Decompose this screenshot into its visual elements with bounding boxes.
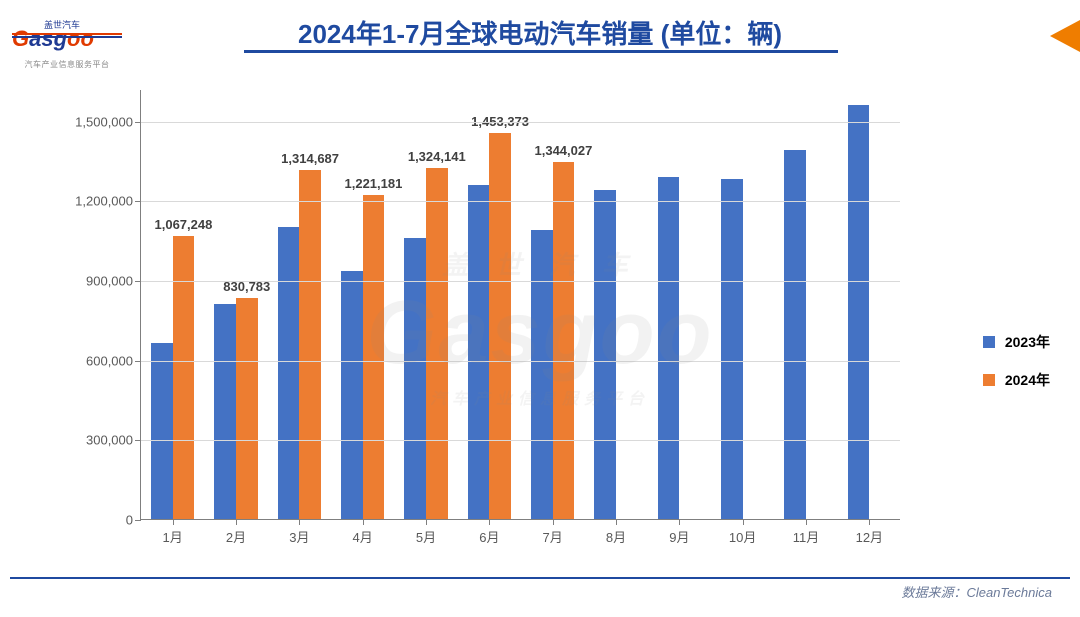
- data-label: 1,221,181: [345, 176, 403, 191]
- gridline: [141, 361, 900, 362]
- gridline: [141, 122, 900, 123]
- bar: [468, 185, 490, 519]
- bar: [404, 238, 426, 519]
- bar: [594, 190, 616, 519]
- legend-label: 2024年: [1005, 370, 1050, 390]
- slide: 盖世汽车 Gasgoo 汽车产业信息服务平台 2024年1-7月全球电动汽车销量…: [0, 0, 1080, 617]
- legend-label: 2023年: [1005, 332, 1050, 352]
- bar: 1,314,687: [299, 170, 321, 519]
- xtick-label: 5月: [416, 527, 436, 546]
- bars-layer: 1,067,248 830,783 1,314,687 1,221,181 1,324,…: [141, 90, 900, 519]
- xtick-label: 11月: [793, 527, 820, 546]
- legend-swatch: [983, 336, 995, 348]
- footer-divider: [10, 577, 1070, 579]
- bar: [848, 105, 870, 519]
- ytick-label: 300,000: [86, 433, 133, 448]
- bar: [151, 343, 173, 520]
- xtick-label: 2月: [226, 527, 246, 546]
- bar: [214, 304, 236, 519]
- legend-item: 2023年: [983, 332, 1050, 352]
- header: 盖世汽车 Gasgoo 汽车产业信息服务平台 2024年1-7月全球电动汽车销量…: [0, 0, 1080, 64]
- legend-swatch: [983, 374, 995, 386]
- xtick-label: 10月: [729, 527, 756, 546]
- bar: [784, 150, 806, 519]
- ytick-label: 600,000: [86, 353, 133, 368]
- legend: 2023年 2024年: [983, 332, 1050, 408]
- logo: 盖世汽车 Gasgoo 汽车产业信息服务平台: [12, 18, 122, 70]
- bar: [341, 271, 363, 519]
- gridline: [141, 440, 900, 441]
- bar: [658, 177, 680, 519]
- ytick-label: 1,500,000: [75, 114, 133, 129]
- corner-arrow-icon: [1050, 20, 1080, 52]
- data-label: 1,067,248: [155, 217, 213, 232]
- ytick-label: 1,200,000: [75, 194, 133, 209]
- data-label: 1,344,027: [535, 143, 593, 158]
- source-label: 数据来源：CleanTechnica: [901, 582, 1052, 601]
- xtick-label: 6月: [479, 527, 499, 546]
- bar: 1,453,373: [489, 133, 511, 519]
- ytick-label: 900,000: [86, 274, 133, 289]
- xtick-label: 1月: [163, 527, 183, 546]
- plot-area: 1,067,248 830,783 1,314,687 1,221,181 1,324,…: [140, 90, 900, 520]
- bar: [278, 227, 300, 519]
- gridline: [141, 281, 900, 282]
- bar: [721, 179, 743, 519]
- title-underline: [244, 50, 838, 53]
- xtick-label: 12月: [856, 527, 883, 546]
- xtick-label: 9月: [669, 527, 689, 546]
- data-label: 1,314,687: [281, 151, 339, 166]
- bar: 1,067,248: [173, 236, 195, 519]
- legend-item: 2024年: [983, 370, 1050, 390]
- bar: 1,324,141: [426, 168, 448, 519]
- data-label: 1,324,141: [408, 149, 466, 164]
- xtick-label: 7月: [543, 527, 563, 546]
- bar: 830,783: [236, 298, 258, 519]
- gridline: [141, 201, 900, 202]
- xtick-label: 4月: [353, 527, 373, 546]
- bar: 1,221,181: [363, 195, 385, 519]
- chart: 1,067,248 830,783 1,314,687 1,221,181 1,324,…: [0, 72, 1080, 562]
- logo-subtitle: 汽车产业信息服务平台: [12, 59, 122, 70]
- bar: 1,344,027: [553, 162, 575, 519]
- svg-text:Gasgoo: Gasgoo: [12, 26, 94, 51]
- xtick-label: 3月: [289, 527, 309, 546]
- page-title: 2024年1-7月全球电动汽车销量 (单位：辆): [0, 14, 1080, 51]
- ytick-label: 0: [126, 513, 133, 528]
- gasgoo-logo-icon: 盖世汽车 Gasgoo: [12, 18, 122, 52]
- xtick-label: 8月: [606, 527, 626, 546]
- bar: [531, 230, 553, 519]
